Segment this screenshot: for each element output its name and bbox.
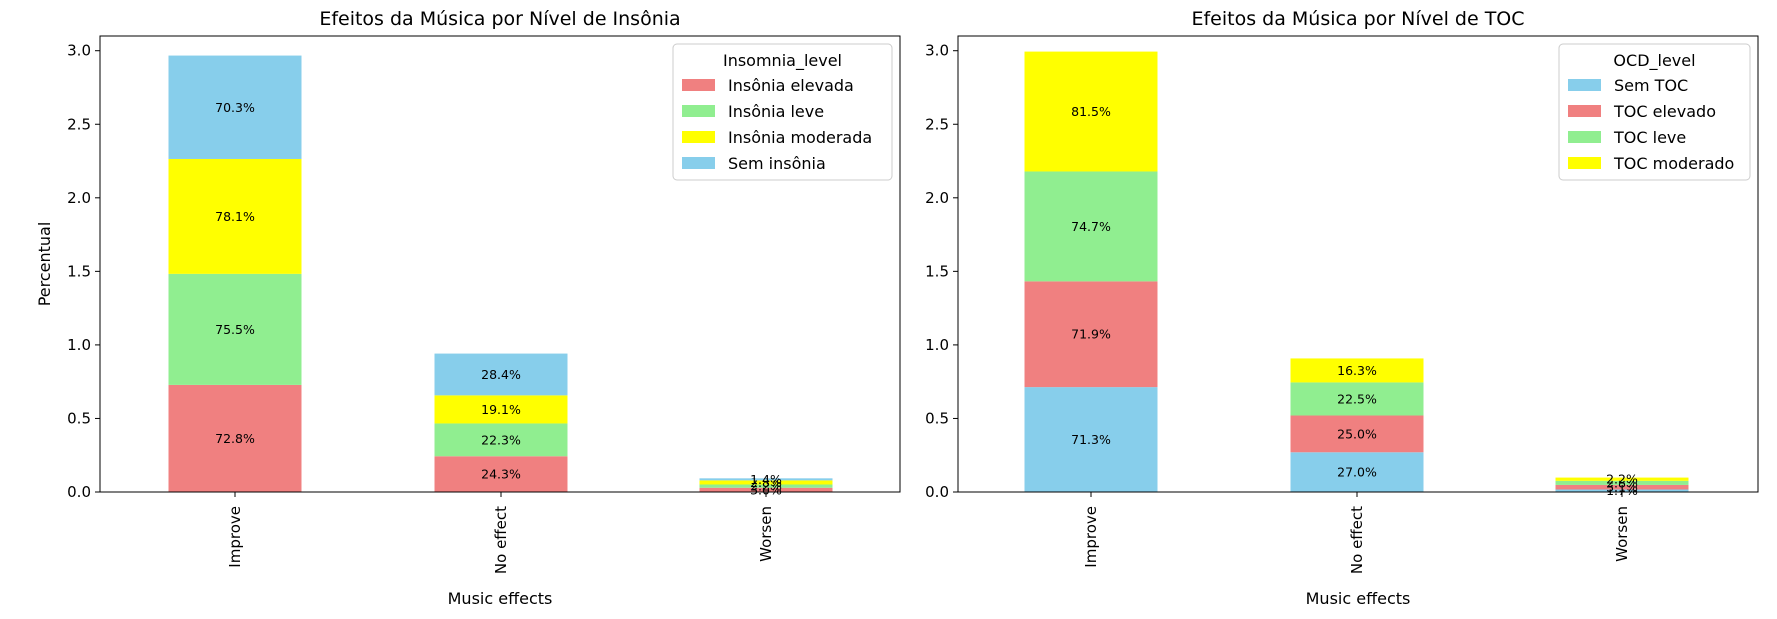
x-axis-label: Music effects — [448, 589, 553, 608]
bar-segment — [1290, 358, 1424, 383]
bar-segment — [1024, 387, 1158, 492]
x-tick-label: Improve — [226, 506, 244, 568]
x-tick-label: No effect — [492, 506, 510, 574]
bar-segment — [699, 487, 833, 492]
y-tick-label: 2.5 — [925, 115, 949, 133]
chart-panel-2: Efeitos da Música por Nível de TOC 71.3% 2… — [925, 8, 1759, 608]
data-label: 28.4% — [481, 367, 521, 382]
bar-segment — [1555, 484, 1689, 490]
y-tick-label: 1.5 — [925, 262, 949, 280]
legend-box — [672, 43, 893, 181]
data-label: 22.5% — [1337, 391, 1377, 406]
bar-segment — [434, 456, 568, 492]
bar-segment — [1555, 489, 1689, 492]
data-label: 22.3% — [481, 432, 521, 447]
y-tick-label: 1.0 — [925, 336, 949, 354]
bar-segment — [1024, 171, 1158, 282]
data-label: 25.0% — [1337, 426, 1377, 441]
legend-entry: TOC moderado — [1613, 154, 1734, 173]
legend-entry: Insônia elevada — [728, 76, 854, 95]
data-label: 19.1% — [481, 402, 521, 417]
bar-segment — [699, 480, 833, 485]
data-label: 74.7% — [1071, 219, 1111, 234]
y-tick-label: 0.5 — [925, 409, 949, 427]
y-tick-label: 2.0 — [67, 189, 91, 207]
y-tick-label: 1.5 — [67, 262, 91, 280]
bar-segment — [1024, 51, 1158, 172]
legend-entry: Sem insônia — [728, 154, 826, 173]
bar-segment — [1290, 415, 1424, 453]
legend-entry: TOC leve — [1613, 128, 1686, 147]
legend-entry: Insônia moderada — [728, 128, 872, 147]
bar-segment — [168, 384, 302, 492]
bar-segment — [168, 55, 302, 159]
bar-segment — [1555, 480, 1689, 485]
data-label: 24.3% — [481, 467, 521, 482]
x-tick-label: Improve — [1082, 506, 1100, 568]
x-tick-label: No effect — [1348, 506, 1366, 574]
y-tick-label: 3.0 — [67, 42, 91, 60]
data-label: 71.9% — [1071, 327, 1111, 342]
bar-segment — [1290, 382, 1424, 416]
data-label: 2.2% — [1606, 472, 1638, 487]
data-label: 27.0% — [1337, 465, 1377, 480]
legend-swatch — [682, 131, 715, 143]
legend-swatch — [1568, 79, 1601, 91]
x-tick-label: Worsen — [757, 506, 775, 562]
chart-title: Efeitos da Música por Nível de TOC — [1191, 8, 1524, 30]
bar-segment — [699, 478, 833, 481]
chart-title: Efeitos da Música por Nível de Insônia — [319, 8, 680, 30]
legend-swatch — [1568, 131, 1601, 143]
y-tick-label: 2.5 — [67, 115, 91, 133]
bar-segment — [168, 273, 302, 385]
plot-frame — [957, 35, 1759, 493]
x-tick-label: Worsen — [1613, 506, 1631, 562]
bar-segment — [434, 353, 568, 396]
bar-segment — [1555, 477, 1689, 481]
x-axis-label: Music effects — [1306, 589, 1411, 608]
data-label: 72.8% — [215, 431, 255, 446]
legend-swatch — [682, 79, 715, 91]
data-label: 75.5% — [215, 322, 255, 337]
y-tick-label: 3.0 — [925, 42, 949, 60]
bar-segment — [434, 423, 568, 457]
legend: Insomnia_level Insônia elevada Insônia lev… — [672, 43, 893, 181]
bar-segment — [434, 395, 568, 424]
chart-panel-1: Efeitos da Música por Nível de Insônia 72… — [35, 8, 901, 608]
legend-entry: Insônia leve — [728, 102, 824, 121]
y-tick-label: 2.0 — [925, 189, 949, 207]
y-tick-label: 0.5 — [67, 409, 91, 427]
y-tick-label: 1.0 — [67, 336, 91, 354]
legend-entry: TOC elevado — [1613, 102, 1716, 121]
y-tick-label: 0.0 — [925, 483, 949, 501]
data-label: 81.5% — [1071, 104, 1111, 119]
legend-box — [1558, 43, 1751, 181]
bar-segment — [168, 158, 302, 274]
legend-title: OCD_level — [1613, 51, 1695, 71]
legend: OCD_level Sem TOC TOC elevado TOC leve TOC m… — [1558, 43, 1751, 181]
legend-swatch — [682, 105, 715, 117]
y-axis-label: Percentual — [35, 222, 54, 307]
data-label: 71.3% — [1071, 432, 1111, 447]
legend-entry: Sem TOC — [1614, 76, 1688, 95]
data-label: 16.3% — [1337, 363, 1377, 378]
legend-title: Insomnia_level — [723, 51, 842, 71]
legend-swatch — [1568, 105, 1601, 117]
bar-segment — [699, 484, 833, 488]
legend-swatch — [1568, 157, 1601, 169]
legend-swatch — [682, 157, 715, 169]
data-label: 78.1% — [215, 209, 255, 224]
y-tick-label: 0.0 — [67, 483, 91, 501]
data-label: 70.3% — [215, 100, 255, 115]
bar-segment — [1024, 281, 1158, 388]
plot-frame — [99, 35, 901, 493]
bar-segment — [1290, 452, 1424, 492]
data-label: 1.4% — [750, 472, 782, 487]
